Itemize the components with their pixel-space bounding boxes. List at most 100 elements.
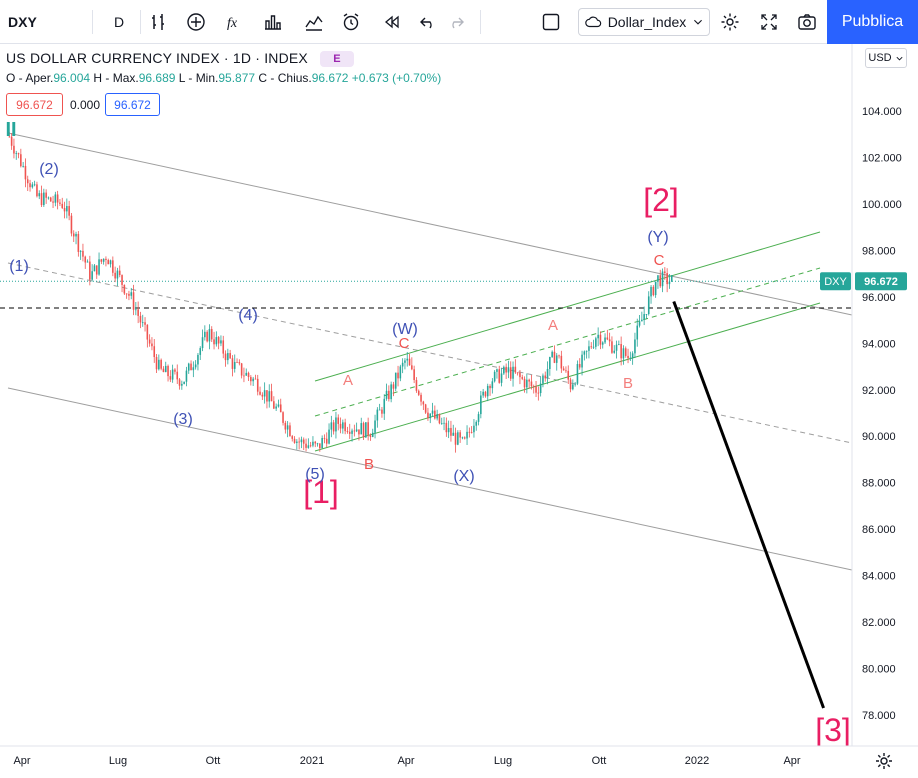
candle-body xyxy=(190,363,192,371)
candle-body xyxy=(144,322,146,325)
fullscreen-icon[interactable] xyxy=(755,8,783,36)
exchange-badge[interactable]: E xyxy=(319,51,354,68)
candle-body xyxy=(480,395,482,415)
candle-body xyxy=(183,381,185,384)
candle-body xyxy=(611,341,613,353)
candle-body xyxy=(562,368,565,371)
candle-body xyxy=(585,350,588,352)
symbol-search-button[interactable]: DXY xyxy=(8,14,37,30)
candle-body xyxy=(588,346,590,351)
candle-body xyxy=(601,342,604,345)
candle-body xyxy=(615,344,618,351)
candle-body xyxy=(360,423,363,435)
candle-body xyxy=(565,370,567,372)
time-tick-label: Lug xyxy=(109,755,127,767)
candle-body xyxy=(187,363,190,371)
candle-body xyxy=(31,184,34,188)
candle-body xyxy=(139,315,142,323)
fx-icon[interactable]: fx xyxy=(221,8,249,36)
open-value: 96.004 xyxy=(53,71,91,85)
candle-body xyxy=(153,346,156,358)
candle-body xyxy=(415,380,418,391)
time-tick-label: Ott xyxy=(206,755,221,767)
candle-body xyxy=(622,348,625,359)
add-indicator-icon[interactable] xyxy=(182,8,210,36)
candle-body xyxy=(275,406,277,409)
candle-body xyxy=(546,368,549,379)
candle-body xyxy=(482,391,484,396)
candle-body xyxy=(422,401,425,405)
camera-icon[interactable] xyxy=(793,8,821,36)
candle-body xyxy=(473,425,475,433)
channel-upper-line xyxy=(7,132,853,316)
candle-body xyxy=(250,377,252,382)
time-tick-label: Apr xyxy=(783,755,800,767)
candle-body xyxy=(15,153,18,155)
candle-body xyxy=(8,136,11,138)
candle-body xyxy=(420,394,422,402)
candle-body xyxy=(206,331,208,342)
candle-body xyxy=(49,197,52,202)
abc-wave-label: A xyxy=(548,317,558,334)
candles-group xyxy=(8,131,673,453)
bid-price-box[interactable]: 96.672 xyxy=(6,93,63,116)
minor-wave-label: (1) xyxy=(9,258,29,275)
alert-icon[interactable] xyxy=(337,8,365,36)
candle-body xyxy=(549,356,551,369)
interval-button[interactable]: D xyxy=(113,14,125,30)
compare-icon[interactable] xyxy=(300,8,328,36)
candle-body xyxy=(66,206,68,212)
high-value: 96.689 xyxy=(138,71,176,85)
fullscreen-checkbox-icon[interactable] xyxy=(537,8,565,36)
chart-settings-icon[interactable] xyxy=(874,751,894,771)
candle-body xyxy=(314,441,317,444)
candle-body xyxy=(516,372,519,374)
candle-body xyxy=(197,354,199,365)
spread-value: 0.000 xyxy=(69,97,101,112)
candle-body xyxy=(105,258,107,260)
candle-body xyxy=(181,383,183,386)
publish-button[interactable]: Pubblica xyxy=(827,0,918,44)
undo-icon[interactable] xyxy=(414,8,442,36)
candle-body xyxy=(135,309,137,311)
candle-body xyxy=(526,379,528,388)
toolbar-divider xyxy=(92,10,93,34)
candle-body xyxy=(429,413,432,419)
bar-style-icon[interactable] xyxy=(145,8,173,36)
candle-body xyxy=(436,414,438,419)
candle-body xyxy=(507,367,510,373)
candle-body xyxy=(86,261,89,263)
replay-icon[interactable] xyxy=(378,8,406,36)
candle-body xyxy=(130,292,133,296)
candle-body xyxy=(171,369,174,380)
price-tick-label: 100.000 xyxy=(862,199,902,211)
time-tick-label: 2022 xyxy=(685,755,709,767)
ohlc-values: O - Aper.96.004 H - Max.96.689 L - Min.9… xyxy=(6,71,441,85)
layout-name-dropdown[interactable]: Dollar_Index xyxy=(578,8,710,36)
candle-body xyxy=(457,432,459,445)
candle-body xyxy=(72,233,75,237)
candle-body xyxy=(148,339,151,344)
close-label: C - Chius. xyxy=(258,71,312,85)
candle-body xyxy=(47,197,50,199)
candle-body xyxy=(125,293,128,295)
templates-icon[interactable] xyxy=(259,8,287,36)
candle-body xyxy=(629,357,632,359)
ask-price-box[interactable]: 96.672 xyxy=(105,93,160,116)
candle-body xyxy=(348,431,351,434)
major-wave-label: [3] xyxy=(815,712,851,748)
candle-body xyxy=(291,436,294,439)
currency-selector[interactable]: USD xyxy=(865,48,907,68)
redo-icon[interactable] xyxy=(442,8,470,36)
candle-body xyxy=(63,207,66,212)
candle-body xyxy=(52,201,54,203)
candle-body xyxy=(316,443,319,445)
candle-body xyxy=(445,422,448,433)
candle-body xyxy=(590,346,593,348)
candle-body xyxy=(388,390,390,400)
candle-body xyxy=(323,438,326,439)
candle-body xyxy=(305,443,307,448)
settings-icon[interactable] xyxy=(716,8,744,36)
major-wave-label: [2] xyxy=(643,182,679,218)
